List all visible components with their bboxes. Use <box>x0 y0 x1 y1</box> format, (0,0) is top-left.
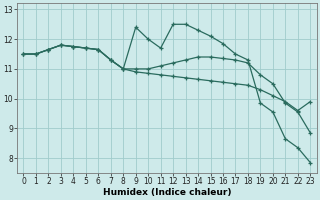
X-axis label: Humidex (Indice chaleur): Humidex (Indice chaleur) <box>103 188 231 197</box>
